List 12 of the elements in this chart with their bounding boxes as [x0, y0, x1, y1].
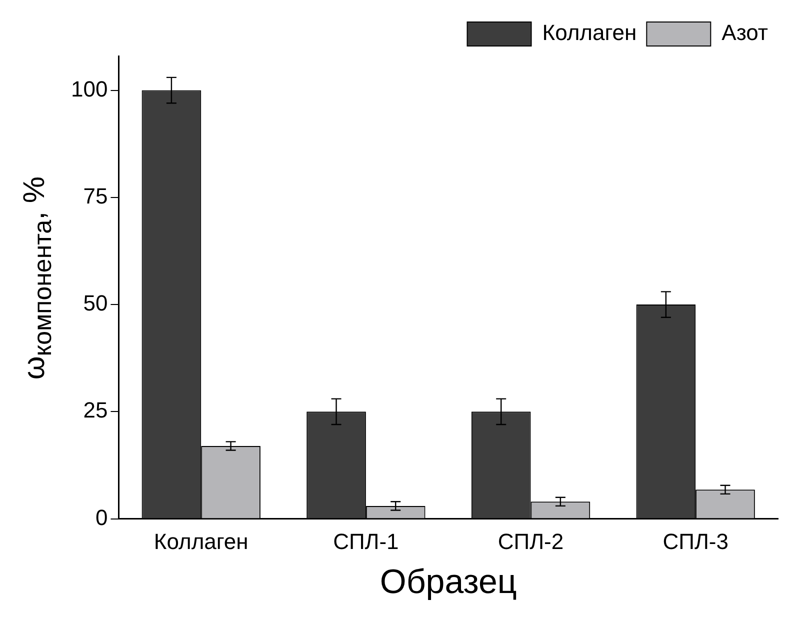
y-tick-label: 100: [70, 76, 108, 102]
legend-label: Азот: [722, 20, 768, 46]
y-tick-label: 50: [83, 290, 108, 316]
x-tick-label: СПЛ-3: [662, 529, 728, 554]
y-tick-label: 0: [95, 504, 108, 530]
y-tick-label: 75: [83, 183, 108, 208]
y-tick-label: 25: [83, 398, 108, 423]
x-tick-label: Коллаген: [154, 529, 248, 554]
x-tick-label: СПЛ-2: [498, 529, 564, 554]
x-tick-label: СПЛ-1: [333, 529, 399, 554]
x-axis-title: Образец: [380, 562, 517, 601]
legend-label: Коллаген: [542, 20, 637, 46]
